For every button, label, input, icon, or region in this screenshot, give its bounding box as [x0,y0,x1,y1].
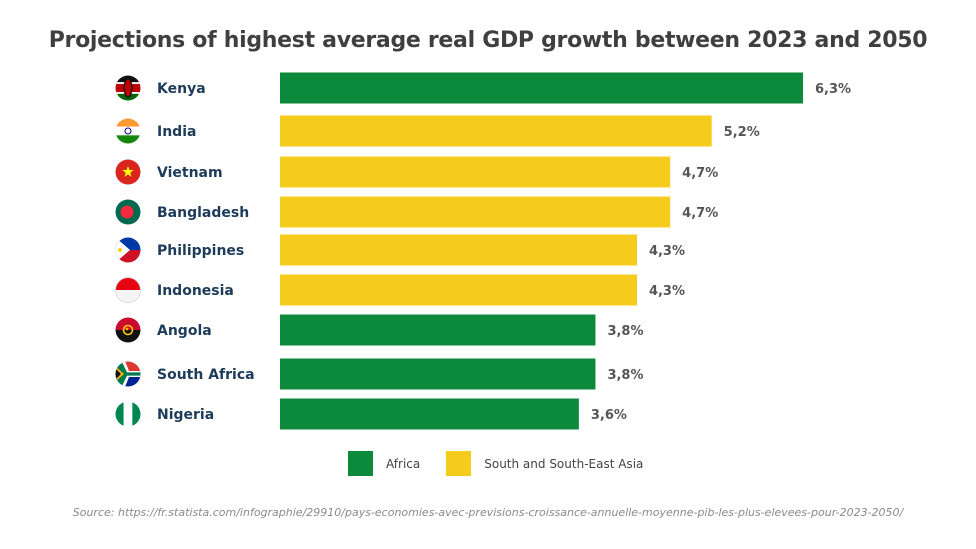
legend-label-africa: Africa [386,456,421,471]
category-label: Angola [157,323,212,339]
legend-item-asia: South and South-East Asia [446,451,643,476]
data-label: 3,8% [607,368,643,383]
bar [280,398,579,430]
category-label: South Africa [157,367,255,383]
legend-swatch-asia [446,451,472,476]
vietnam-flag-icon [115,159,141,185]
source-note: Source: https://fr.statista.com/infograp… [72,506,904,519]
bar [280,234,637,266]
bar [280,115,712,147]
bar [280,72,803,104]
data-label: 4,3% [649,284,685,299]
category-label: Kenya [157,81,206,97]
south-africa-flag-icon [115,361,141,387]
data-label: 4,7% [682,206,718,221]
kenya-flag-icon [115,75,141,101]
category-label: Philippines [157,243,244,259]
bar [280,274,637,306]
data-label: 4,3% [649,244,685,259]
category-label: Bangladesh [157,205,249,221]
bar [280,358,596,390]
data-label: 3,6% [591,408,627,423]
legend: Africa South and South-East Asia [348,451,669,476]
chart-title: Projections of highest average real GDP … [48,28,928,53]
bangladesh-flag-icon [115,199,141,225]
bar [280,314,596,346]
nigeria-flag-icon [115,401,141,427]
bar [280,156,671,188]
data-label: 5,2% [724,125,760,140]
indonesia-flag-icon [115,277,141,303]
category-label: Vietnam [157,165,223,181]
category-label: Nigeria [157,407,214,423]
legend-swatch-africa [348,451,373,476]
data-label: 6,3% [815,82,851,97]
philippines-flag-icon [115,237,141,263]
category-label: Indonesia [157,283,234,299]
category-label: India [157,124,196,140]
angola-flag-icon [115,317,141,343]
data-label: 3,8% [607,324,643,339]
legend-label-asia: South and South-East Asia [484,456,644,471]
legend-item-africa: Africa [348,451,420,476]
bar [280,196,671,228]
data-label: 4,7% [682,166,718,181]
india-flag-icon [115,118,141,144]
